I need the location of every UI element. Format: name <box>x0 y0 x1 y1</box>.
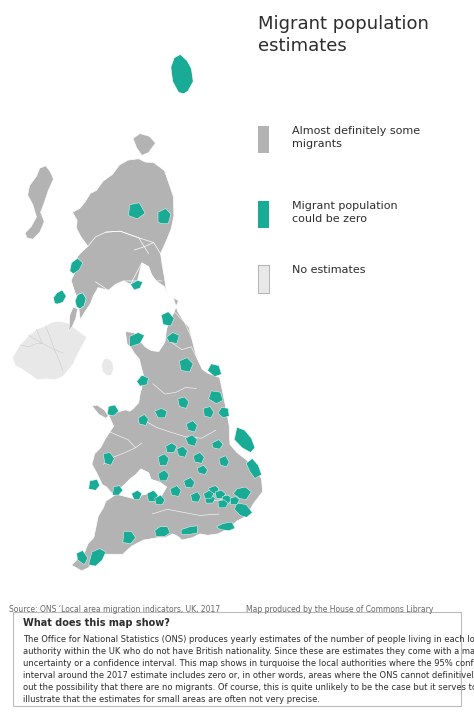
Polygon shape <box>203 491 214 498</box>
Polygon shape <box>112 486 123 495</box>
Polygon shape <box>155 495 165 505</box>
Polygon shape <box>219 456 229 466</box>
Polygon shape <box>158 470 169 481</box>
Polygon shape <box>197 465 208 475</box>
Polygon shape <box>72 294 263 571</box>
Text: Map produced by the House of Commons Library: Map produced by the House of Commons Lib… <box>246 605 434 614</box>
Polygon shape <box>138 414 148 425</box>
Polygon shape <box>25 166 54 239</box>
Polygon shape <box>12 321 87 380</box>
Text: The Office for National Statistics (ONS) produces yearly estimates of the number: The Office for National Statistics (ONS)… <box>23 635 474 704</box>
Polygon shape <box>123 532 136 544</box>
Polygon shape <box>234 503 252 518</box>
Polygon shape <box>155 409 167 418</box>
Polygon shape <box>184 478 195 488</box>
Polygon shape <box>215 491 226 498</box>
Text: Migrant population
could be zero: Migrant population could be zero <box>292 201 398 224</box>
Text: No estimates: No estimates <box>292 266 365 276</box>
Polygon shape <box>216 522 235 530</box>
Polygon shape <box>158 209 171 224</box>
Polygon shape <box>193 452 204 464</box>
Polygon shape <box>191 492 201 502</box>
Polygon shape <box>133 134 155 155</box>
Polygon shape <box>212 439 223 449</box>
Polygon shape <box>203 407 214 418</box>
Polygon shape <box>185 435 197 446</box>
Polygon shape <box>209 391 223 404</box>
Polygon shape <box>181 526 197 535</box>
Polygon shape <box>130 333 145 347</box>
Polygon shape <box>89 479 100 491</box>
Bar <box>258 126 269 153</box>
Polygon shape <box>130 281 143 290</box>
Polygon shape <box>218 500 228 508</box>
Polygon shape <box>101 359 114 376</box>
Polygon shape <box>128 203 145 219</box>
Polygon shape <box>233 487 251 500</box>
Polygon shape <box>155 527 170 536</box>
Polygon shape <box>186 421 197 432</box>
Polygon shape <box>179 357 193 372</box>
Polygon shape <box>246 459 262 478</box>
Polygon shape <box>166 443 177 452</box>
Polygon shape <box>69 307 78 332</box>
Polygon shape <box>132 491 142 500</box>
Text: What does this map show?: What does this map show? <box>23 618 170 628</box>
Polygon shape <box>222 495 232 503</box>
Polygon shape <box>170 486 181 496</box>
Polygon shape <box>234 427 255 452</box>
Polygon shape <box>178 397 189 409</box>
Polygon shape <box>218 407 229 418</box>
Polygon shape <box>70 258 83 274</box>
Text: Migrant population
estimates: Migrant population estimates <box>258 15 428 55</box>
Bar <box>258 266 269 293</box>
Polygon shape <box>103 452 114 465</box>
Polygon shape <box>77 550 88 565</box>
Polygon shape <box>108 405 118 416</box>
Bar <box>258 201 269 228</box>
Polygon shape <box>54 290 66 304</box>
Text: Source: ONS ‘Local area migration indicators, UK, 2017: Source: ONS ‘Local area migration indica… <box>9 605 220 614</box>
Polygon shape <box>147 491 158 501</box>
Polygon shape <box>205 495 215 503</box>
Text: Almost definitely some
migrants: Almost definitely some migrants <box>292 126 420 149</box>
Polygon shape <box>158 454 169 465</box>
Polygon shape <box>166 333 179 343</box>
Polygon shape <box>75 293 86 309</box>
Polygon shape <box>208 364 221 377</box>
Polygon shape <box>89 548 106 566</box>
Polygon shape <box>161 312 174 326</box>
Polygon shape <box>137 375 148 386</box>
Polygon shape <box>230 496 239 505</box>
Polygon shape <box>171 55 193 94</box>
Polygon shape <box>177 446 188 457</box>
Polygon shape <box>71 159 174 320</box>
Polygon shape <box>209 486 219 493</box>
